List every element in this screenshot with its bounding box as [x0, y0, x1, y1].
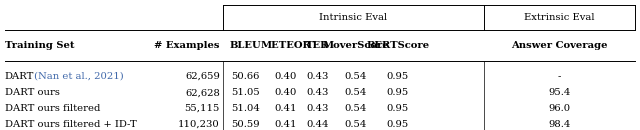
Text: 0.41: 0.41	[275, 104, 297, 113]
Text: 62,659: 62,659	[185, 72, 220, 81]
Text: (Nan et al., 2021): (Nan et al., 2021)	[31, 72, 124, 81]
Text: METEOR: METEOR	[260, 41, 311, 50]
Text: 0.54: 0.54	[344, 88, 367, 97]
Text: Answer Coverage: Answer Coverage	[511, 41, 608, 50]
Text: 51.04: 51.04	[231, 104, 260, 113]
Text: 95.4: 95.4	[548, 88, 571, 97]
Text: TER: TER	[306, 41, 329, 50]
Text: DART ours filtered + ID-T: DART ours filtered + ID-T	[4, 120, 136, 129]
Text: -: -	[558, 72, 561, 81]
Text: DART: DART	[4, 72, 34, 81]
Text: 0.95: 0.95	[387, 104, 409, 113]
Text: Extrinsic Eval: Extrinsic Eval	[524, 13, 595, 22]
Text: 0.41: 0.41	[275, 120, 297, 129]
Text: 0.95: 0.95	[387, 88, 409, 97]
Text: 0.54: 0.54	[344, 104, 367, 113]
Text: 0.95: 0.95	[387, 120, 409, 129]
Text: MoverScore: MoverScore	[323, 41, 389, 50]
Text: 0.54: 0.54	[344, 72, 367, 81]
Text: 0.95: 0.95	[387, 72, 409, 81]
Text: Training Set: Training Set	[4, 41, 74, 50]
Text: 50.66: 50.66	[231, 72, 260, 81]
Text: Intrinsic Eval: Intrinsic Eval	[319, 13, 387, 22]
Text: 55,115: 55,115	[184, 104, 220, 113]
Text: BLEU: BLEU	[230, 41, 261, 50]
Text: 0.54: 0.54	[344, 120, 367, 129]
Text: 110,230: 110,230	[178, 120, 220, 129]
Text: DART ours filtered: DART ours filtered	[4, 104, 100, 113]
Text: 98.4: 98.4	[548, 120, 571, 129]
Text: # Examples: # Examples	[154, 41, 220, 50]
Text: 0.40: 0.40	[275, 88, 297, 97]
Text: 96.0: 96.0	[548, 104, 571, 113]
Text: DART ours: DART ours	[4, 88, 60, 97]
Text: 0.43: 0.43	[307, 72, 328, 81]
Text: 0.44: 0.44	[306, 120, 329, 129]
Text: 62,628: 62,628	[185, 88, 220, 97]
Text: 0.40: 0.40	[275, 72, 297, 81]
Text: 0.43: 0.43	[307, 104, 328, 113]
Text: 51.05: 51.05	[231, 88, 260, 97]
Text: 50.59: 50.59	[231, 120, 260, 129]
Text: 0.43: 0.43	[307, 88, 328, 97]
Text: BERTScore: BERTScore	[366, 41, 429, 50]
